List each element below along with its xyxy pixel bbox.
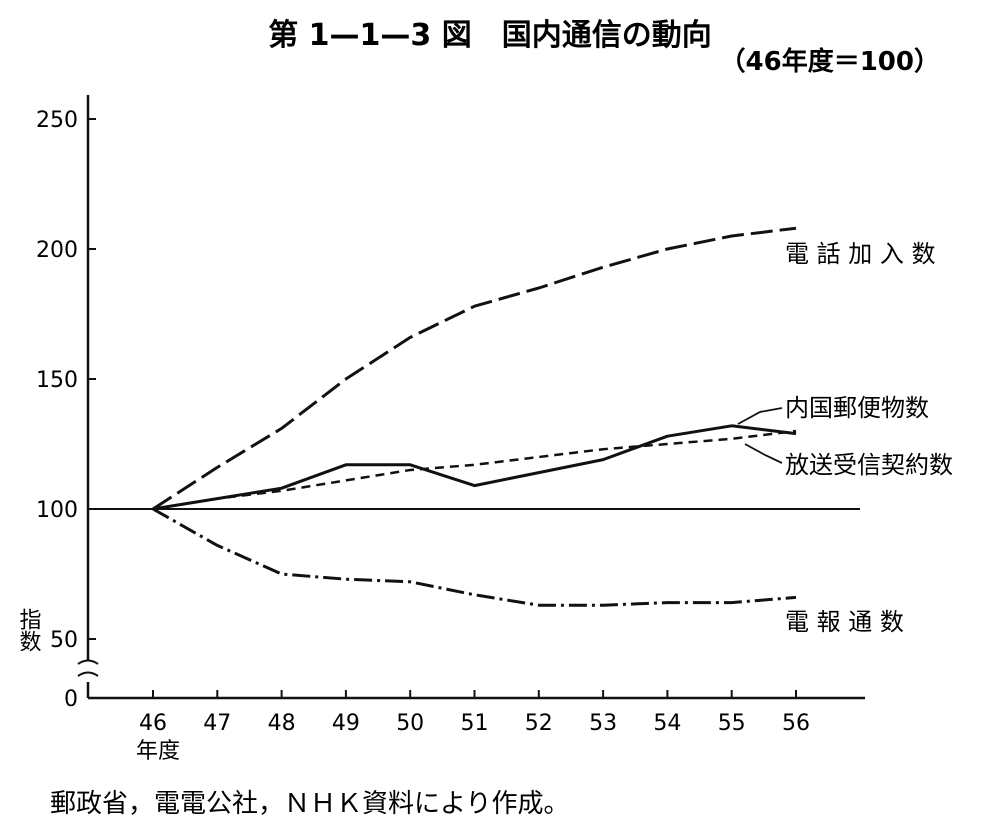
y-tick-label: 250 — [36, 108, 78, 133]
x-tick-label: 48 — [268, 711, 296, 736]
x-tick-label: 54 — [653, 711, 681, 736]
x-tick-label: 55 — [718, 711, 746, 736]
x-tick-label: 52 — [525, 711, 553, 736]
y-tick-label: 100 — [36, 498, 78, 523]
leader-line — [737, 407, 783, 425]
source-note: 郵政省，電電公社，ＮＨＫ資料により作成。 — [50, 789, 569, 819]
series-line — [152, 429, 797, 511]
leader-line — [744, 443, 783, 464]
x-tick-label: 56 — [782, 711, 810, 736]
series-line — [152, 507, 797, 607]
series-lines — [152, 226, 797, 607]
axes — [77, 95, 865, 700]
series-line — [152, 424, 797, 511]
series-line — [152, 226, 797, 511]
series-label: 放送受信契約数 — [785, 451, 953, 479]
axis-break-mark — [77, 659, 99, 665]
y-tick-label: 200 — [36, 238, 78, 263]
x-ticks: 46 47 48 49 50 51 52 53 54 55 56 — [139, 690, 810, 736]
x-tick-label: 53 — [589, 711, 617, 736]
y-tick-label: 0 — [64, 687, 78, 712]
axis-break-mark — [77, 671, 99, 677]
x-tick-label: 46 — [139, 711, 167, 736]
y-tick-label: 150 — [36, 368, 78, 393]
series-label: 内国郵便物数 — [785, 394, 929, 422]
y-tick-label: 50 — [50, 628, 78, 653]
series-label: 電 報 通 数 — [785, 608, 904, 636]
chart-subtitle: （46年度＝100） — [720, 46, 940, 77]
x-tick-label: 50 — [396, 711, 424, 736]
axis-break-gap — [80, 660, 96, 682]
x-axis-label: 年度 — [136, 739, 180, 764]
y-axis-label: 指数 — [16, 608, 42, 652]
x-tick-label: 51 — [461, 711, 489, 736]
x-tick-label: 49 — [332, 711, 360, 736]
series-label: 電 話 加 入 数 — [785, 240, 936, 268]
y-ticks: 0 50 100 150 200 250 — [36, 108, 96, 712]
x-tick-label: 47 — [203, 711, 231, 736]
chart-title: 第 1—1—3 図 国内通信の動向 — [268, 18, 712, 53]
